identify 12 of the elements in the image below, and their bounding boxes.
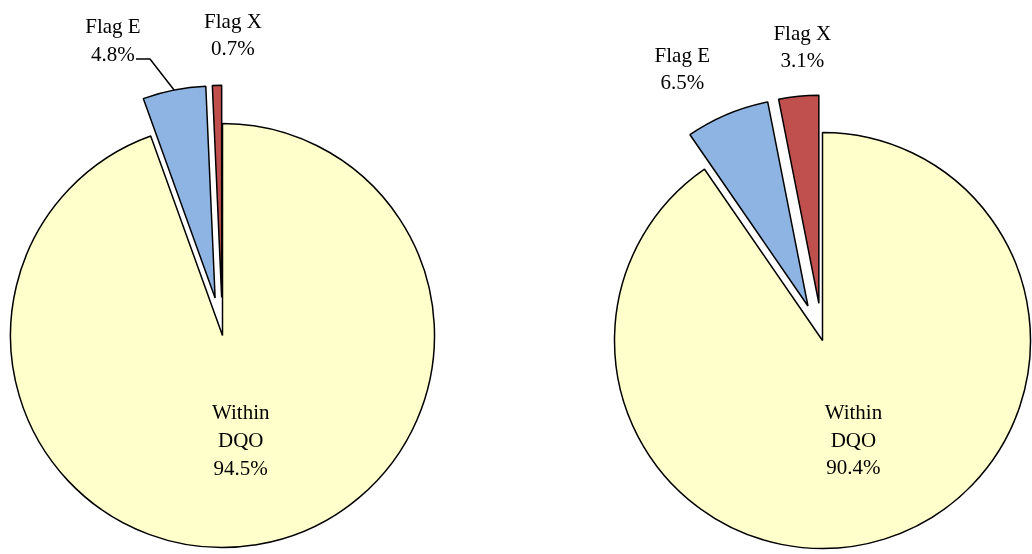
slice-label: Flag E — [85, 14, 141, 39]
data-label: 3.1% — [780, 48, 825, 73]
slice-label: Within DQO — [211, 400, 270, 452]
data-label: 0.7% — [211, 36, 255, 61]
slice-label: Flag X — [773, 20, 832, 45]
slice-label: Flag X — [204, 8, 262, 33]
data-label: 90.4% — [826, 455, 881, 480]
slice-label: Flag E — [654, 42, 710, 67]
data-label: 94.5% — [213, 455, 268, 480]
data-label: 4.8% — [91, 41, 135, 66]
slice-label: Within DQO — [824, 400, 883, 452]
data-label: 6.5% — [660, 70, 705, 95]
